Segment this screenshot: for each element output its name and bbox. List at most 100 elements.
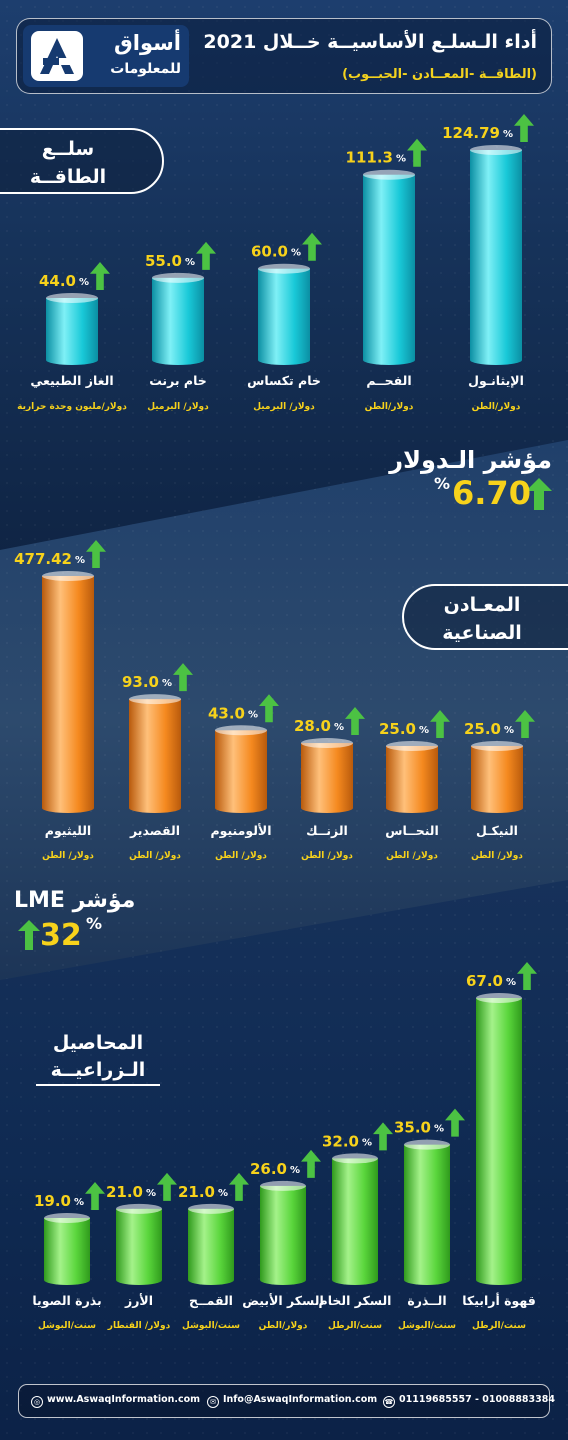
footer-website[interactable]: ◎ www.AswaqInformation.com — [31, 1394, 200, 1408]
metals-section-label: المعـادن الصناعية — [402, 584, 568, 650]
page-title: أداء الـسلـع الأساسيــة خــلال 2021 — [203, 31, 537, 53]
dollar-index-unit: % — [434, 474, 451, 493]
agri-bar-4-percent-sign: % — [290, 1165, 300, 1176]
agri-bar-6-percent-sign: % — [146, 1188, 156, 1199]
agri-bar-3 — [332, 1158, 378, 1280]
agri-bar-2-base — [404, 1275, 450, 1285]
metals-bar-1-value-label: 477.42 — [14, 550, 72, 568]
energy-bar-4 — [152, 277, 204, 360]
agri-bar-5-percent-sign: % — [218, 1188, 228, 1199]
agri-bar-4-base — [260, 1275, 306, 1285]
agri-bar-6-top — [116, 1203, 162, 1214]
lme-index-unit: % — [86, 914, 103, 933]
energy-bar-3-base — [258, 355, 310, 365]
metals-bar-5-category-label: النحــاس — [385, 823, 439, 838]
metals-bar-4-top — [301, 738, 353, 749]
metals-bar-4-value-label: 28.0 — [294, 717, 331, 735]
metals-bar-2-top — [129, 694, 181, 705]
agri-bar-2 — [404, 1144, 450, 1280]
logo-a-icon — [31, 31, 83, 81]
header-panel: أسواق للمعلومات أداء الـسلـع الأساسيــة … — [16, 18, 552, 94]
agri-bar-1-up-arrow-icon — [517, 962, 537, 990]
agri-bar-7-value-label: 19.0 — [34, 1192, 71, 1210]
agri-bar-1 — [476, 998, 522, 1280]
metals-bar-1-unit-label: دولار/ الطن — [42, 851, 94, 861]
metals-label-line1: المعـادن — [443, 594, 521, 616]
metals-bar-6 — [471, 746, 523, 808]
energy-bar-2-up-arrow-icon — [407, 138, 427, 167]
metals-bar-5-top — [386, 741, 438, 751]
agri-bar-4-top — [260, 1180, 306, 1191]
lme-index-value: 32 — [40, 918, 82, 953]
energy-bar-3-category-label: خام تكساس — [247, 373, 321, 389]
agri-bar-1-base — [476, 1275, 522, 1285]
energy-bar-5-up-arrow-icon — [90, 262, 110, 290]
agri-bar-5-up-arrow-icon — [229, 1172, 249, 1201]
metals-bar-6-value-label: 25.0 — [464, 720, 501, 738]
energy-bar-1-percent-sign: % — [503, 129, 513, 140]
agri-bar-4-up-arrow-icon — [301, 1149, 321, 1178]
metals-bar-6-category-label: النيكـل — [476, 823, 518, 838]
agri-bar-7-category-label: بذرة الصويا — [32, 1293, 101, 1308]
logo: أسواق للمعلومات — [23, 25, 189, 87]
agri-bar-4-value-label: 26.0 — [250, 1160, 287, 1178]
agri-bar-5 — [188, 1208, 234, 1280]
metals-bar-5-percent-sign: % — [419, 725, 429, 736]
energy-bar-3-value-label: 60.0 — [251, 243, 288, 261]
agri-bar-5-category-label: القمــح — [189, 1293, 233, 1308]
metals-bar-3-base — [215, 803, 267, 813]
agri-bar-7-top — [44, 1213, 90, 1223]
website-text: www.AswaqInformation.com — [47, 1394, 201, 1405]
agri-bar-1-unit-label: سنت/الرطل — [472, 1321, 526, 1331]
energy-bar-2-value-label: 111.3 — [346, 149, 393, 167]
energy-bar-5-value-label: 44.0 — [39, 272, 76, 290]
energy-section-label: سلــع الطاقــة — [0, 128, 164, 194]
energy-bar-1-base — [470, 355, 522, 365]
metals-bar-4-base — [301, 803, 353, 813]
metals-bar-6-percent-sign: % — [504, 725, 514, 736]
energy-bar-1 — [470, 150, 522, 360]
metals-bar-2-base — [129, 803, 181, 813]
metals-bar-5-value-label: 25.0 — [379, 720, 416, 738]
footer-email[interactable]: ✉ Info@AswaqInformation.com — [207, 1394, 377, 1408]
energy-bar-5-category-label: الغاز الطبيعي — [30, 373, 113, 388]
metals-bar-4 — [301, 743, 353, 808]
agri-bar-7-base — [44, 1275, 90, 1285]
energy-bar-2-percent-sign: % — [396, 154, 406, 165]
metals-bar-1-top — [42, 571, 94, 581]
agri-bar-3-unit-label: سنت/الرطل — [328, 1321, 382, 1331]
energy-bar-5-top — [46, 293, 98, 303]
agri-bar-7-percent-sign: % — [74, 1197, 84, 1208]
metals-bar-3-unit-label: دولار/ الطن — [215, 851, 267, 861]
agri-bar-7-unit-label: سنت/البوشل — [38, 1321, 96, 1331]
agri-bar-6-category-label: الأرز — [124, 1293, 153, 1308]
energy-bar-5 — [46, 298, 98, 360]
energy-bar-2-base — [363, 355, 415, 365]
agri-bar-3-up-arrow-icon — [373, 1122, 393, 1151]
metals-bar-3-up-arrow-icon — [259, 694, 279, 723]
footer-phone[interactable]: ☎ 01119685557 - 01008883384 — [383, 1394, 555, 1408]
metals-bar-2-value-label: 93.0 — [122, 673, 159, 691]
metals-bar-6-top — [471, 741, 523, 751]
dollar-index-value: 6.70 — [452, 474, 531, 512]
metals-bar-4-category-label: الزنــك — [306, 823, 348, 838]
phone-text: 01119685557 - 01008883384 — [399, 1394, 555, 1405]
agri-section-label: المحاصيل الـزراعيــة — [36, 1030, 160, 1088]
energy-bar-2-top — [363, 169, 415, 180]
metals-bar-2-percent-sign: % — [162, 678, 172, 689]
metals-label-line2: الصناعية — [442, 622, 522, 644]
agri-bar-1-percent-sign: % — [506, 977, 516, 988]
energy-bar-3-unit-label: دولار/ البرميل — [253, 402, 315, 412]
metals-bar-4-up-arrow-icon — [345, 707, 365, 736]
metals-bar-3-percent-sign: % — [248, 709, 258, 720]
metals-bar-5-up-arrow-icon — [430, 710, 450, 738]
lme-index-label: مؤشر LME — [14, 888, 136, 913]
agri-section-bg — [0, 880, 568, 1440]
metals-bar-3 — [215, 730, 267, 808]
agri-bar-2-top — [404, 1139, 450, 1150]
metals-bar-2 — [129, 699, 181, 808]
agri-bar-6 — [116, 1208, 162, 1280]
energy-bar-1-top — [470, 145, 522, 155]
email-text: Info@AswaqInformation.com — [223, 1394, 378, 1405]
agri-bar-5-top — [188, 1203, 234, 1214]
